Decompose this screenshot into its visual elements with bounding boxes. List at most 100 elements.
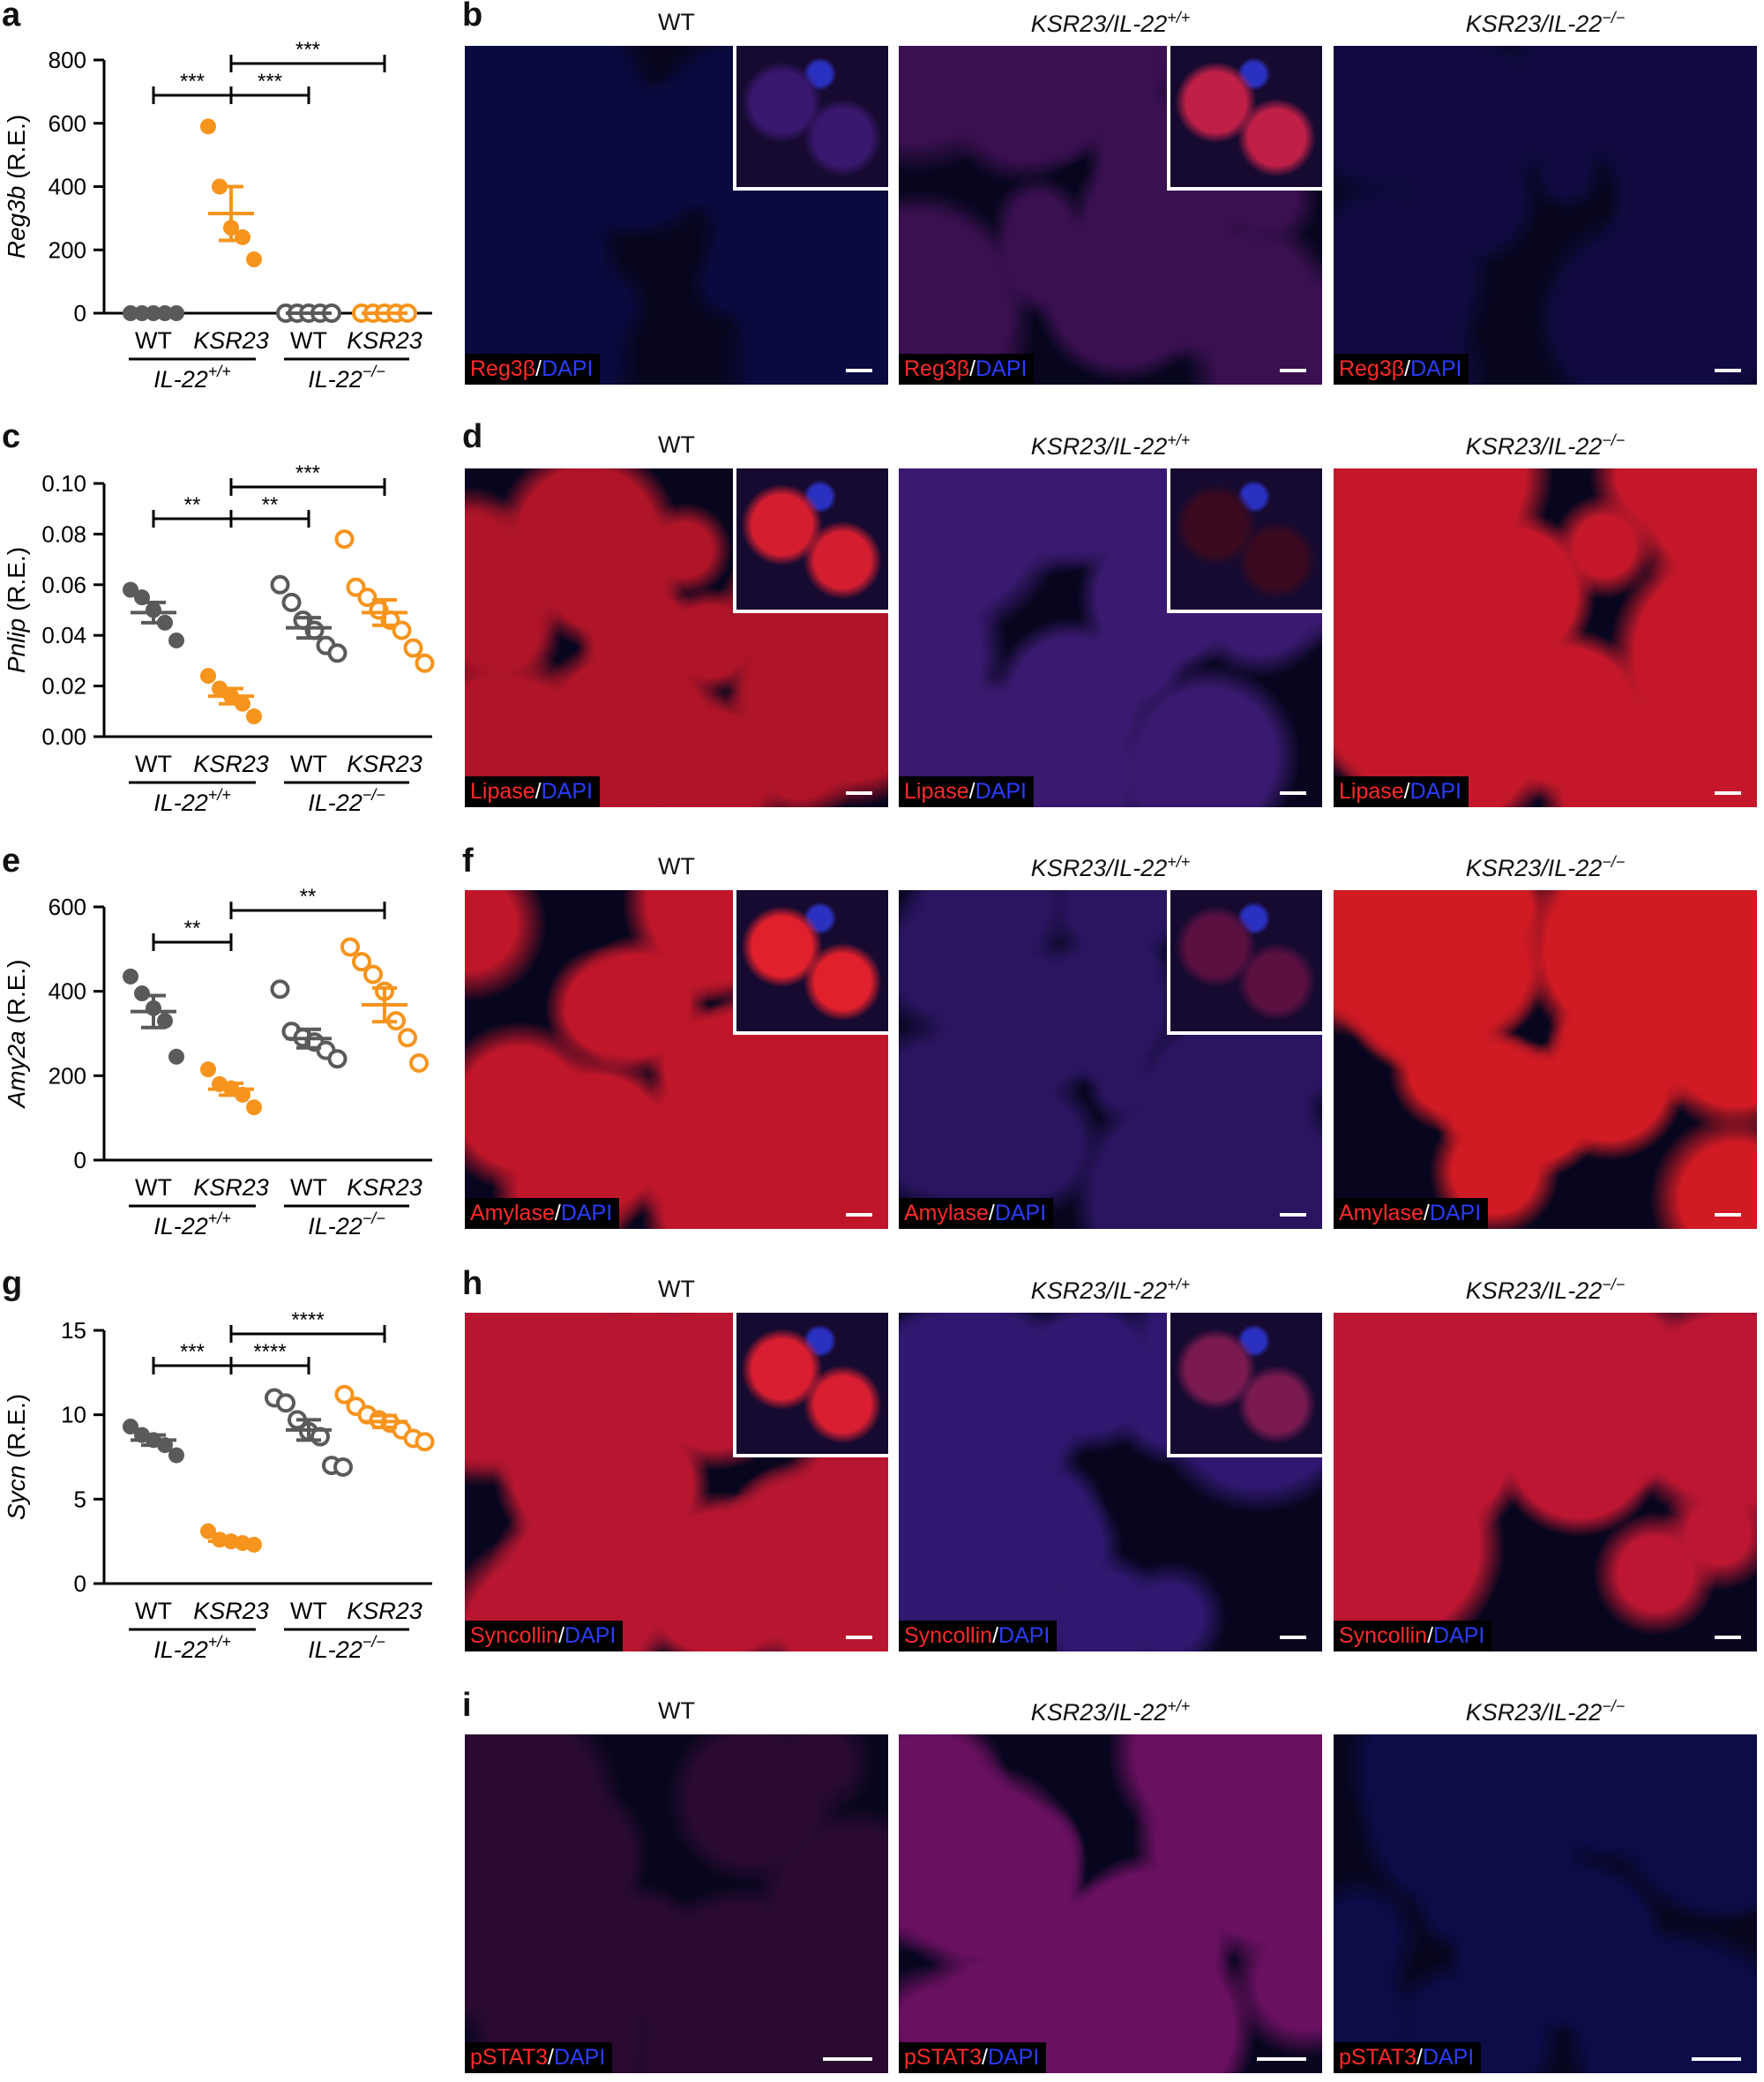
stain-separator: / (992, 1623, 999, 1648)
stain-marker-name: Lipase (470, 779, 535, 804)
stain-counterstain-name: DAPI (975, 356, 1028, 381)
micrograph-pst-ksr_il22pp: pSTAT3/DAPI (899, 1734, 1322, 2073)
micrograph-reg-ksr_il22pp: Reg3β/DAPI (899, 46, 1322, 385)
data-point (270, 979, 290, 1000)
stain-label: pSTAT3/DAPI (899, 2042, 1047, 2073)
column-title-text: KSR23/IL-22 (1465, 433, 1603, 460)
stain-separator: / (1416, 2045, 1423, 2070)
column-title-ksr_il22pp: KSR23/IL-22+/+ (899, 1276, 1322, 1305)
scale-bar (1257, 2057, 1306, 2061)
x-group-label: WT (135, 327, 172, 354)
magnified-inset (1167, 468, 1322, 613)
column-title-ksr_il22mm: KSR23/IL-22−/− (1334, 853, 1757, 882)
micrograph-lip-ksr_il22pp: Lipase/DAPI (899, 468, 1322, 807)
y-tick-label: 0.10 (41, 470, 86, 497)
micrograph-lip-ksr_il22mm: Lipase/DAPI (1334, 468, 1757, 807)
data-point (409, 1052, 429, 1073)
column-title-text: KSR23/IL-22 (1465, 855, 1603, 881)
stain-separator: / (988, 1201, 995, 1225)
stain-label: Amylase/DAPI (899, 1198, 1054, 1229)
column-title-superscript: +/+ (1167, 1276, 1191, 1293)
y-tick-label: 15 (61, 1317, 86, 1344)
significance-label: *** (295, 461, 320, 485)
column-title-text: WT (658, 1276, 695, 1302)
micrograph-syn-wt: Syncollin/DAPI (465, 1313, 888, 1651)
panel-letter-d: d (462, 418, 483, 455)
stain-separator: / (535, 356, 542, 381)
data-point (200, 668, 216, 685)
stain-marker-name: Syncollin (470, 1623, 559, 1648)
stain-separator: / (534, 779, 542, 804)
stain-separator: / (969, 356, 976, 381)
y-tick-label: 0.04 (41, 622, 86, 648)
significance-label: **** (253, 1340, 286, 1364)
stain-marker-name: pSTAT3 (904, 2045, 982, 2070)
data-point (200, 118, 216, 135)
data-point (415, 653, 435, 673)
data-point (168, 632, 184, 648)
y-tick-label: 0.08 (41, 520, 86, 547)
x-group-label: WT (135, 1598, 172, 1624)
data-point (200, 1523, 216, 1539)
genotype-label: IL-22+/+ (153, 786, 231, 816)
stain-counterstain-name: DAPI (1422, 2045, 1475, 2070)
micrograph-reg-wt: Reg3β/DAPI (465, 46, 888, 385)
panel-letter-g: g (2, 1265, 23, 1302)
stain-label: Reg3β/DAPI (1334, 354, 1469, 385)
column-title-superscript: +/+ (1167, 431, 1191, 449)
stain-marker-name: pSTAT3 (1339, 2045, 1416, 2070)
data-point (403, 638, 423, 658)
data-point (276, 1393, 295, 1413)
panel-letter-a: a (2, 0, 21, 34)
magnified-inset (733, 468, 888, 613)
data-point (246, 251, 262, 268)
column-title-superscript: +/+ (1167, 1697, 1191, 1715)
micrograph-pst-ksr_il22mm: pSTAT3/DAPI (1334, 1734, 1757, 2073)
y-tick-label: 0.06 (41, 572, 86, 598)
micrograph-amy-ksr_il22mm: Amylase/DAPI (1334, 890, 1757, 1229)
stain-counterstain-name: DAPI (1433, 1623, 1485, 1648)
column-title-text: KSR23/IL-22 (1030, 1699, 1168, 1726)
scale-bar (1280, 1213, 1306, 1217)
panel-letter-b: b (462, 0, 483, 34)
column-title-text: KSR23/IL-22 (1030, 1277, 1168, 1304)
data-point (334, 529, 355, 550)
column-title-text: KSR23/IL-22 (1465, 1699, 1603, 1726)
stain-label: Syncollin/DAPI (465, 1621, 624, 1651)
stain-counterstain-name: DAPI (1429, 1201, 1482, 1225)
scale-bar (1715, 791, 1741, 795)
stain-marker-name: Lipase (1339, 779, 1404, 804)
stain-separator: / (1427, 1623, 1434, 1648)
data-point (246, 708, 262, 725)
panel-letter-e: e (2, 843, 21, 880)
stain-marker-name: pSTAT3 (470, 2045, 548, 2070)
stain-label: pSTAT3/DAPI (1334, 2042, 1482, 2073)
data-point (340, 937, 360, 957)
y-axis-label: Sycn (R.E.) (3, 1394, 30, 1520)
significance-label: *** (180, 1340, 205, 1364)
panel-letter-f: f (462, 843, 474, 880)
stain-counterstain-name: DAPI (553, 2045, 606, 2070)
stain-marker-name: Reg3β (470, 356, 536, 381)
scale-bar (1280, 369, 1306, 372)
data-point (246, 1099, 262, 1116)
stain-label: Amylase/DAPI (465, 1198, 620, 1229)
column-title-ksr_il22pp: KSR23/IL-22+/+ (899, 853, 1322, 882)
column-title-superscript: −/− (1602, 431, 1626, 449)
stain-label: Syncollin/DAPI (1334, 1621, 1492, 1651)
column-title-wt: WT (465, 1276, 888, 1303)
scale-bar (846, 791, 872, 795)
stain-counterstain-name: DAPI (541, 779, 593, 804)
micrograph-syn-ksr_il22mm: Syncollin/DAPI (1334, 1313, 1757, 1651)
y-tick-label: 400 (49, 978, 86, 1005)
y-tick-label: 0 (74, 300, 86, 326)
stain-counterstain-name: DAPI (1410, 356, 1462, 381)
data-point (363, 964, 383, 985)
data-point (157, 1013, 173, 1030)
x-group-label: KSR23 (347, 751, 422, 777)
x-group-label: KSR23 (347, 1174, 422, 1201)
stain-separator: / (558, 1623, 565, 1648)
significance-label: ** (300, 885, 317, 909)
y-tick-label: 200 (49, 1062, 86, 1089)
stain-separator: / (554, 1201, 561, 1225)
